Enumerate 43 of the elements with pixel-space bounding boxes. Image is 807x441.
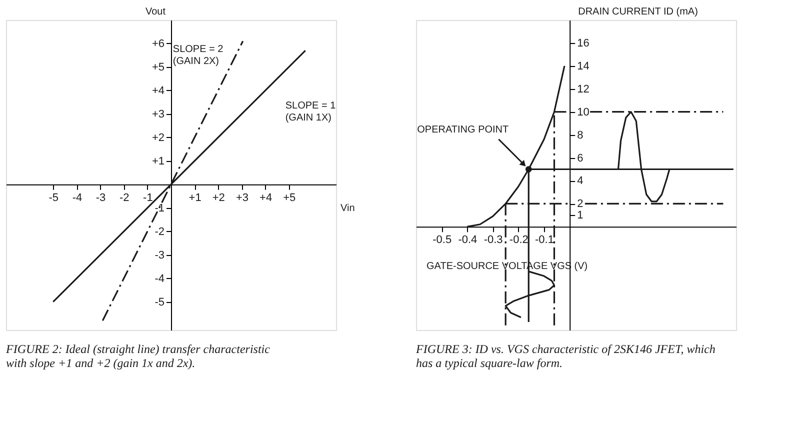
x-tick-label: +2 xyxy=(212,192,225,204)
y-axis-title: Vout xyxy=(145,6,166,18)
y-tick-label: 16 xyxy=(577,37,590,50)
y-tick-label: +3 xyxy=(152,108,164,120)
y-tick-label: 6 xyxy=(577,152,584,164)
y-tick-label: 2 xyxy=(577,198,584,210)
x-tick-label: -3 xyxy=(96,192,106,204)
text: FIGURE 3: ID vs. VGS characteristic of 2SK146 JFET, which has a typical square-law form. xyxy=(415,342,716,370)
x-tick-label: -0.5 xyxy=(432,234,452,246)
y-tick-label: 10 xyxy=(577,106,590,118)
x-tick-label: -4 xyxy=(72,192,82,204)
y-tick-label: 8 xyxy=(577,129,584,142)
y-tick-label: +4 xyxy=(152,84,164,97)
x-tick-label: +5 xyxy=(283,192,296,204)
y-tick-label: 12 xyxy=(577,83,590,96)
x-tick-label: -0.3 xyxy=(484,234,503,246)
x-tick-label: -1 xyxy=(143,192,153,204)
series-label: SLOPE = 2 (GAIN 2X) xyxy=(172,44,224,68)
y-tick-label: +6 xyxy=(152,38,164,50)
y-tick-label: -3 xyxy=(154,249,164,262)
y-axis-title: DRAIN CURRENT ID (mA) xyxy=(578,6,698,18)
text: SLOPE = 1 (GAIN 1X) xyxy=(285,100,336,124)
x-tick-label: -0.2 xyxy=(509,234,528,246)
x-tick-label: -0.1 xyxy=(535,234,554,246)
x-tick-label: -5 xyxy=(48,192,59,204)
x-tick-label: +3 xyxy=(236,192,248,204)
y-tick-label: -1 xyxy=(154,202,164,214)
y-tick-label: -2 xyxy=(154,226,164,238)
x-tick-label: +1 xyxy=(188,192,202,204)
x-tick-label: +4 xyxy=(260,192,272,204)
y-tick-label: -4 xyxy=(154,272,164,285)
text: FIGURE 2: Ideal (straight line) transfer characteristic with slope +1 and +2 (gain 1x and 2x). xyxy=(5,342,271,370)
y-tick-label: +1 xyxy=(152,155,164,168)
x-axis-title: Vin xyxy=(340,202,355,214)
y-tick-label: 14 xyxy=(577,60,590,72)
x-tick-label: -0.4 xyxy=(458,234,478,246)
x-tick-label: -2 xyxy=(119,192,130,204)
y-tick-label: 4 xyxy=(577,175,584,188)
y-tick-label: 1 xyxy=(577,210,584,222)
y-tick-label: -5 xyxy=(154,296,164,308)
annotation: OPERATING POINT xyxy=(417,124,509,136)
y-tick-label: +5 xyxy=(152,61,164,74)
y-tick-label: +2 xyxy=(152,132,164,144)
